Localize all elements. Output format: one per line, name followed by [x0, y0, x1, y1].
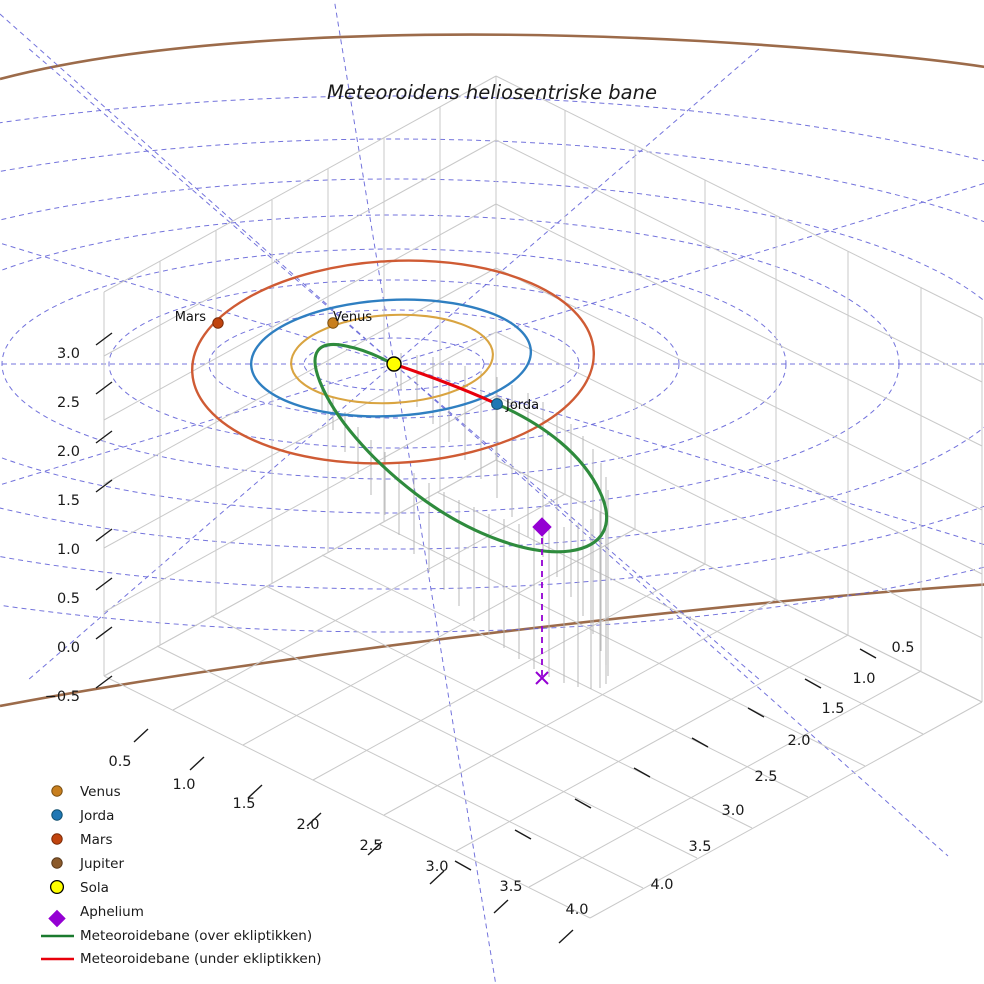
jorda-orbit: [249, 298, 533, 418]
y-axis: 0.5 1.0 1.5 2.0 2.5 3.0 3.5 4.0: [454, 640, 915, 893]
mars-marker: [212, 317, 224, 329]
jorda-marker: [491, 398, 503, 410]
sola-marker: [386, 356, 402, 372]
box-wireframe: [103, 75, 983, 919]
legend-marker-venus: [51, 785, 63, 797]
z-tick-label: 3.0: [57, 346, 80, 362]
legend-label-meteoroid-below: Meteoroidebane (under ekliptikken): [80, 951, 322, 967]
x-tick-label: 3.0: [425, 859, 448, 875]
legend-marker-jupiter: [51, 857, 63, 869]
meteoroid-orbit-above: [313, 343, 609, 554]
legend-label-jupiter: Jupiter: [79, 856, 124, 872]
z-tick-label: 2.0: [57, 444, 80, 460]
mars-orbit: [191, 259, 595, 465]
x-tick-label: 1.5: [232, 796, 255, 812]
venus-marker: [327, 317, 339, 329]
x-tick-label: 2.0: [296, 817, 319, 833]
legend-marker-aphelium: [48, 909, 66, 928]
y-tick-label: 2.5: [754, 769, 777, 785]
y-tick-label: 0.5: [891, 640, 914, 656]
y-tick-label: 2.0: [787, 733, 810, 749]
y-tick-label: 3.5: [688, 839, 711, 855]
x-tick-label: 3.5: [499, 879, 522, 895]
z-tick-label: 1.5: [57, 493, 80, 509]
y-tick-label: 1.0: [852, 671, 875, 687]
x-tick-label: 2.5: [359, 838, 382, 854]
venus-orbit: [290, 313, 494, 405]
jorda-label: Jorda: [505, 398, 539, 413]
left-wall-grid: [103, 75, 497, 677]
legend-marker-mars: [51, 833, 63, 845]
z-tick-label: 1.0: [57, 542, 80, 558]
y-tick-label: 1.5: [821, 701, 844, 717]
x-axis: 0.5 1.0 1.5 2.0 2.5 3.0 3.5 4.0: [108, 728, 589, 944]
y-tick-label: 4.0: [650, 877, 673, 893]
x-tick-label: 4.0: [565, 902, 588, 918]
legend-marker-sola: [49, 879, 65, 895]
legend-label-mars: Mars: [80, 832, 113, 848]
legend-label-venus: Venus: [80, 784, 121, 800]
legend-label-meteoroid-above: Meteoroidebane (over ekliptikken): [80, 928, 312, 944]
mars-label: Mars: [175, 310, 207, 325]
page-title: Meteoroidens heliosentriske bane: [327, 81, 657, 104]
legend-label-sola: Sola: [80, 880, 109, 896]
jupiter-orbit: [0, 33, 984, 708]
x-tick-label: 1.0: [172, 777, 195, 793]
venus-label: Venus: [333, 310, 372, 325]
aphelium-marker: [532, 517, 552, 537]
z-tick-label: −0.5: [45, 689, 80, 705]
right-wall-grid: [495, 75, 983, 703]
z-axis: 3.0 2.5 2.0 1.5 1.0 0.5 0.0 −0.5: [45, 332, 113, 705]
z-tick-label: 0.0: [57, 640, 80, 656]
aphelium-ground-cross-icon: [535, 671, 549, 685]
legend-label-jorda: Jorda: [79, 808, 114, 824]
legend: Venus Jorda Mars Jupiter Sola Aphelium M…: [41, 784, 322, 967]
legend-marker-jorda: [51, 809, 63, 821]
floor-grid: [103, 459, 983, 919]
z-tick-label: 0.5: [57, 591, 80, 607]
legend-label-aphelium: Aphelium: [80, 904, 144, 920]
z-tick-label: 2.5: [57, 395, 80, 411]
y-tick-label: 3.0: [721, 803, 744, 819]
x-tick-label: 0.5: [108, 754, 131, 770]
